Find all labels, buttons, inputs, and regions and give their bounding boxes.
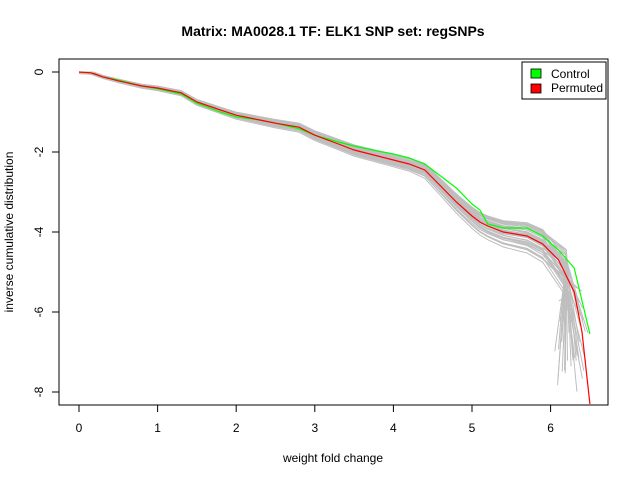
x-axis-label: weight fold change (282, 451, 383, 465)
legend-label-control: Control (551, 67, 590, 81)
y-tick-label-4: -8 (32, 386, 46, 397)
permutation-line (78, 72, 568, 302)
permutation-line (79, 71, 580, 342)
y-axis-label: inverse cumulative distribution (2, 152, 16, 313)
legend-swatch-control (530, 68, 542, 79)
y-tick-label-3: -6 (32, 306, 46, 317)
permutation-line (78, 71, 580, 315)
chart-title: Matrix: MA0028.1 TF: ELK1 SNP set: regSN… (181, 23, 484, 39)
y-tick-label-2: -4 (32, 226, 46, 237)
permutation-line (79, 71, 577, 361)
x-tick-label-6: 6 (547, 421, 554, 435)
x-tick-label-1: 1 (154, 421, 161, 435)
permutation-line (78, 72, 567, 349)
permutation-line (78, 73, 578, 356)
permutation-line (78, 71, 584, 321)
permutation-line (79, 71, 567, 289)
x-tick-label-4: 4 (390, 421, 397, 435)
permutation-line (78, 71, 580, 358)
permutation-line (78, 71, 567, 323)
permutation-line (79, 71, 568, 311)
permutation-line (79, 71, 580, 302)
x-tick-label-0: 0 (76, 421, 83, 435)
legend: Control Permuted (521, 61, 607, 100)
permutation-line (79, 71, 570, 333)
permutation-line (78, 72, 572, 338)
permutation-line (79, 71, 586, 332)
permutation-lines (78, 71, 589, 392)
series-lines (78, 71, 591, 405)
permutation-line (78, 72, 567, 322)
x-axis: 0 1 2 3 4 5 6 (76, 404, 554, 435)
legend-swatch-permuted (530, 83, 542, 94)
y-tick-label-1: -2 (32, 146, 46, 157)
permutation-line (78, 71, 571, 322)
x-tick-label-3: 3 (311, 421, 318, 435)
y-axis: 0 -2 -4 -6 -8 (32, 68, 60, 397)
permutation-line (78, 72, 579, 290)
permutation-line (79, 71, 567, 350)
permutation-line (78, 72, 587, 362)
permutation-line (78, 71, 589, 333)
permutation-line (78, 71, 574, 358)
x-tick-label-5: 5 (469, 421, 476, 435)
permutation-line (79, 71, 584, 321)
y-tick-label-0: 0 (32, 68, 46, 75)
permutation-line (78, 71, 568, 361)
permutation-line (78, 72, 567, 352)
permutation-line (79, 71, 567, 343)
permutation-line (78, 72, 576, 359)
permutation-line (78, 72, 584, 309)
permutation-line (78, 71, 581, 327)
legend-label-permuted: Permuted (551, 81, 603, 95)
series-line-control (78, 71, 591, 335)
permutation-line (78, 72, 583, 292)
x-tick-label-2: 2 (233, 421, 240, 435)
permutation-line (78, 71, 574, 361)
series-line-permuted (78, 71, 591, 405)
permutation-line (78, 71, 567, 372)
